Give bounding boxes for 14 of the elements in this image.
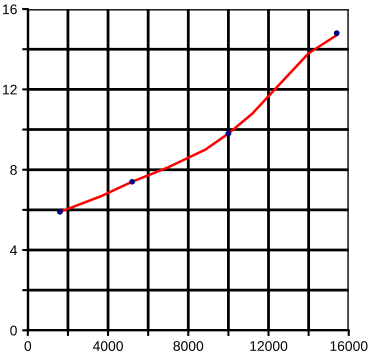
point bbox=[57, 208, 63, 215]
y-tick-label: 4 bbox=[10, 245, 18, 256]
y-tick-label: 8 bbox=[10, 165, 17, 175]
x-tick-label: 12000 bbox=[250, 341, 288, 351]
x-tick-label: 8000 bbox=[173, 341, 204, 351]
x-tick-label: 16000 bbox=[330, 341, 368, 351]
point bbox=[334, 30, 340, 36]
point bbox=[226, 130, 232, 136]
x-tick-label: 4000 bbox=[92, 341, 123, 351]
y-tick-label: 16 bbox=[3, 4, 17, 14]
y-tick-label: 12 bbox=[3, 84, 17, 94]
y-tick-label: 0 bbox=[10, 326, 17, 336]
point bbox=[129, 178, 136, 185]
x-tick-label: 0 bbox=[24, 341, 32, 351]
